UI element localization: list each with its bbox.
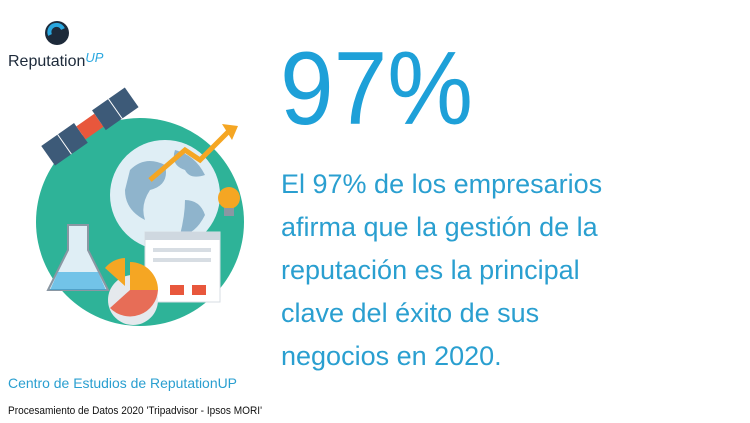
pie-slice <box>130 262 158 290</box>
stat: 97% <box>280 31 473 147</box>
statement-line: afirma que la gestión de la <box>281 212 599 242</box>
statement: El 97% de los empresarios afirma que la g… <box>281 169 602 371</box>
continents <box>125 150 205 235</box>
logo-name: ReputationUP <box>8 50 104 70</box>
statement-line: reputación es la principal <box>281 255 580 285</box>
browser-bar <box>145 232 220 240</box>
footer-source: Centro de Estudios de ReputationUP <box>8 375 237 391</box>
arrow-head <box>222 124 238 140</box>
logo: ReputationUP <box>8 21 104 70</box>
bulb <box>218 187 240 209</box>
logo-suffix: UP <box>85 50 103 65</box>
arrow-line <box>148 128 232 182</box>
statement-line: El 97% de los empresarios <box>281 169 602 199</box>
footer-note: Procesamiento de Datos 2020 'Tripadvisor… <box>8 405 262 417</box>
logo-name-text: Reputation <box>8 53 85 70</box>
statement-line: clave del éxito de sus <box>281 298 539 328</box>
logo-mark-arc <box>47 22 65 36</box>
statement-line: negocios en 2020. <box>281 341 502 371</box>
satellite <box>41 87 139 166</box>
illustration <box>36 87 244 326</box>
